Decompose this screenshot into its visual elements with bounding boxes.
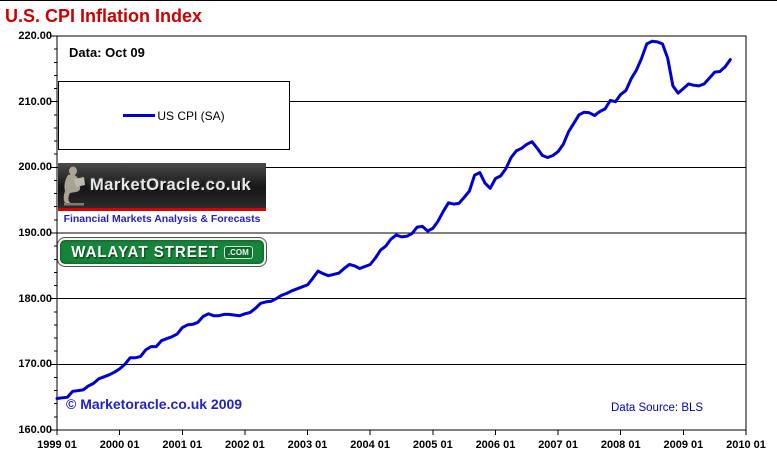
y-tick-label: 190.00: [18, 227, 52, 239]
walayat-street-com-badge: .COM: [223, 245, 253, 259]
x-tick-label: 2000 01: [99, 439, 140, 451]
y-tick-label: 210.00: [18, 95, 52, 108]
legend-series-label: US CPI (SA): [157, 108, 225, 123]
x-tick-label: 1999 01: [37, 439, 77, 451]
copyright-label: © Marketoracle.co.uk 2009: [66, 396, 243, 412]
x-tick-label: 2005 01: [412, 439, 453, 451]
x-tick-label: 2004 01: [350, 439, 391, 451]
chart-title: U.S. CPI Inflation Index: [5, 6, 203, 26]
x-tick-label: 2007 01: [538, 439, 578, 451]
oracle-statue-icon: [63, 166, 85, 206]
y-tick-label: 160.00: [18, 424, 52, 436]
y-tick-label: 200.00: [18, 161, 52, 174]
legend-line-swatch-icon: [123, 114, 156, 117]
y-tick-label: 170.00: [18, 358, 52, 371]
plot-border: [56, 35, 747, 431]
x-tick-label: 2001 01: [162, 439, 203, 451]
x-tick-label: 2008 01: [600, 439, 641, 451]
walayat-street-logo: WALAYAT STREET .COM: [58, 238, 266, 266]
x-tick-label: 2009 01: [663, 439, 704, 451]
y-tick-label: 180.00: [18, 292, 52, 305]
data-note-label: Data: Oct 09: [69, 45, 145, 60]
cpi-series-line: [55, 39, 732, 400]
data-source-label: Data Source: BLS: [611, 402, 704, 414]
walayat-street-logo-text: WALAYAT STREET: [71, 243, 219, 261]
y-tick-label: 220.00: [18, 30, 52, 42]
legend-box: US CPI (SA): [58, 81, 290, 150]
x-tick-label: 2002 01: [225, 439, 265, 451]
x-tick-label: 2006 01: [475, 439, 516, 451]
x-tick-label: 2003 01: [287, 439, 328, 451]
marketoracle-logo-text: MarketOracle.co.uk: [90, 176, 252, 194]
marketoracle-tagline: Financial Markets Analysis & Forecasts: [63, 213, 261, 225]
marketoracle-logo: MarketOracle.co.uk: [58, 163, 266, 211]
x-tick-label: 2010 01: [726, 439, 766, 451]
